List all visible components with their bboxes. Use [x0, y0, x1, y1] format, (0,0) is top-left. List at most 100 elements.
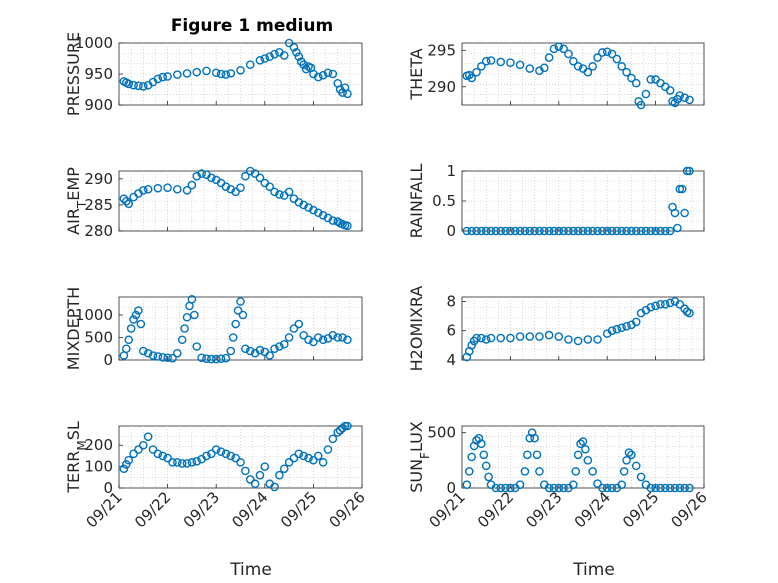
- data-point: [472, 226, 481, 236]
- data-point: [163, 183, 172, 192]
- data-point: [270, 344, 279, 354]
- data-point: [617, 323, 627, 333]
- data-point: [636, 472, 646, 482]
- data-point: [202, 66, 211, 76]
- data-point: [236, 458, 245, 467]
- data-point: [313, 72, 323, 82]
- data-point: [627, 226, 636, 236]
- data-point: [299, 451, 308, 461]
- data-point: [158, 451, 168, 461]
- data-point: [660, 226, 670, 236]
- data-point: [530, 433, 539, 443]
- data-point: [598, 48, 607, 57]
- data-point: [559, 483, 568, 493]
- data-point: [163, 353, 172, 363]
- data-point: [602, 226, 612, 236]
- data-point: [685, 308, 694, 318]
- data-point: [464, 467, 474, 476]
- data-point: [216, 447, 226, 456]
- data-point: [340, 421, 350, 431]
- data-point: [583, 456, 593, 465]
- data-point: [328, 434, 338, 444]
- data-point: [226, 69, 236, 78]
- data-point: [153, 449, 163, 459]
- data-point: [153, 74, 163, 84]
- data-point: [313, 451, 323, 461]
- data-point: [328, 330, 338, 340]
- data-point: [182, 312, 192, 322]
- data-point: [284, 333, 294, 342]
- data-point: [129, 80, 138, 90]
- data-point: [328, 216, 338, 225]
- data-point: [569, 56, 578, 66]
- data-point: [631, 78, 641, 88]
- data-point: [462, 226, 472, 236]
- data-point: [646, 302, 656, 312]
- data-point: [318, 211, 328, 220]
- y-axis-label: MIXDEPTH: [64, 287, 83, 370]
- data-point: [121, 344, 131, 354]
- data-point: [182, 459, 192, 468]
- data-point: [682, 166, 692, 176]
- data-point: [530, 226, 539, 236]
- data-point: [622, 322, 631, 331]
- data-point: [607, 483, 617, 493]
- data-point: [158, 352, 168, 362]
- data-point: [173, 458, 182, 467]
- data-point: [593, 479, 602, 488]
- data-point: [226, 346, 236, 356]
- data-point: [270, 482, 279, 492]
- data-point: [216, 354, 226, 363]
- y-axis-label: TERRMSL: [64, 421, 89, 494]
- data-point: [491, 483, 501, 493]
- data-point: [180, 324, 189, 333]
- data-point: [506, 483, 515, 493]
- data-point: [338, 88, 347, 97]
- data-point: [520, 467, 530, 476]
- data-point: [622, 67, 631, 77]
- data-point: [593, 53, 602, 62]
- data-point: [216, 69, 226, 79]
- data-point: [338, 423, 347, 433]
- data-point: [486, 333, 496, 343]
- data-point: [313, 208, 323, 218]
- data-point: [250, 169, 260, 178]
- data-point: [665, 298, 675, 308]
- data-point: [221, 182, 231, 191]
- data-point: [221, 353, 231, 363]
- data-point: [549, 44, 559, 54]
- y-tick-label: 950: [84, 65, 113, 83]
- x-tick-label: 09/26: [326, 488, 369, 531]
- data-point: [479, 450, 489, 460]
- data-point: [525, 332, 535, 341]
- y-tick-label: 290: [84, 170, 113, 188]
- data-point: [675, 300, 685, 309]
- y-tick-label: 500: [84, 329, 113, 347]
- data-point: [333, 333, 343, 342]
- data-point: [187, 294, 197, 304]
- grid: [119, 43, 362, 105]
- data-point: [299, 200, 308, 210]
- data-point: [335, 425, 345, 435]
- data-point: [670, 483, 680, 493]
- data-point: [279, 51, 289, 60]
- data-point: [158, 72, 168, 82]
- data-point: [641, 226, 651, 236]
- data-point: [143, 348, 153, 358]
- data-point: [510, 226, 520, 236]
- data-point: [289, 453, 299, 463]
- data-point: [207, 173, 216, 183]
- data-point: [245, 346, 255, 356]
- data-point: [646, 226, 656, 236]
- data-point: [119, 194, 129, 203]
- grid: [119, 171, 362, 231]
- data-point: [496, 57, 506, 67]
- data-point: [318, 458, 328, 467]
- data-point: [231, 319, 240, 329]
- y-tick-label: 8: [446, 292, 456, 310]
- x-tick-label: 09/22: [474, 488, 517, 531]
- data-point: [651, 226, 660, 236]
- data-point: [486, 56, 496, 65]
- data-point: [318, 70, 328, 80]
